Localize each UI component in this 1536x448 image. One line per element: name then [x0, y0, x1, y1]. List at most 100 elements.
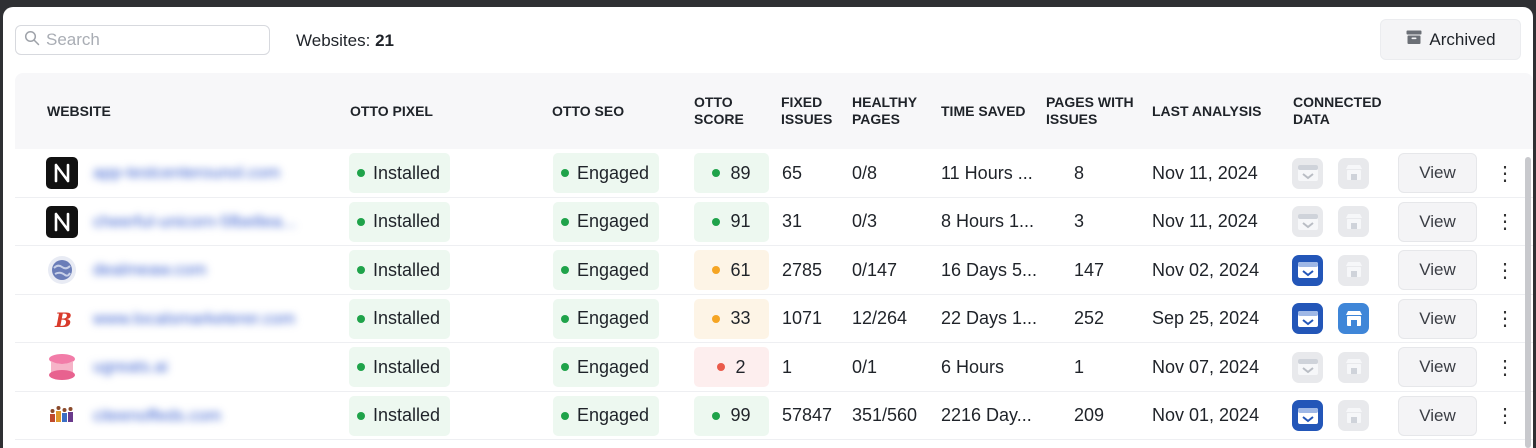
archive-box-icon: [1405, 28, 1423, 51]
time-saved-cell: 6 Hours: [941, 343, 1004, 391]
connected-gbp-cell[interactable]: [1338, 295, 1369, 343]
connected-gsc-cell[interactable]: [1292, 392, 1323, 440]
connected-gbp-cell[interactable]: [1338, 392, 1369, 440]
search-box[interactable]: [15, 25, 270, 55]
otto-score-cell: 91: [694, 198, 769, 246]
site-url-cell[interactable]: ugreats.ai: [93, 343, 168, 391]
archived-label: Archived: [1429, 29, 1496, 49]
more-options-icon[interactable]: ⋮: [1495, 356, 1515, 379]
view-button[interactable]: View: [1398, 250, 1477, 290]
pixel-status-label: Installed: [373, 356, 441, 377]
otto-seo-cell: Engaged: [553, 198, 660, 246]
site-url-link[interactable]: app-testcenterounol.com: [93, 163, 281, 182]
more-options-icon[interactable]: ⋮: [1495, 308, 1515, 330]
fixed-issues-cell: 1071: [782, 295, 822, 343]
site-url-cell[interactable]: cheerful-unicorn-5fbe8ea...: [93, 198, 296, 246]
status-dot-icon: [357, 314, 365, 323]
seo-status-label: Engaged: [577, 308, 650, 328]
col-otto-score[interactable]: OTTO SCORE: [694, 94, 744, 128]
more-options-icon[interactable]: ⋮: [1495, 162, 1515, 185]
healthy-pages-value: 0/3: [852, 211, 878, 231]
search-console-icon[interactable]: [1292, 254, 1323, 286]
fixed-issues-cell: 2785: [782, 246, 822, 294]
last-analysis-cell: Nov 02, 2024: [1152, 246, 1259, 294]
score-dot-icon: [712, 411, 721, 420]
col-last-analysis[interactable]: LAST ANALYSIS: [1152, 103, 1262, 119]
websites-count-value: 21: [375, 31, 394, 50]
site-url-link[interactable]: ugreats.ai: [93, 357, 168, 376]
connected-gsc-cell[interactable]: [1292, 343, 1323, 391]
site-url-cell[interactable]: www.localsmarketerer.com: [93, 295, 295, 343]
view-cell: View: [1398, 246, 1477, 294]
archived-button[interactable]: Archived: [1380, 19, 1521, 60]
table-row[interactable]: dealmeaw.com Installed Engaged 61 2785 0…: [15, 246, 1533, 295]
col-otto-pixel[interactable]: OTTO PIXEL: [350, 103, 433, 119]
search-console-icon[interactable]: [1292, 206, 1323, 237]
view-button[interactable]: View: [1398, 298, 1477, 339]
view-button[interactable]: View: [1398, 395, 1477, 436]
col-healthy-pages-line2: PAGES: [852, 111, 900, 127]
pixel-status-label: Installed: [373, 162, 441, 183]
site-url-link[interactable]: citeenoffeds.com: [93, 405, 222, 425]
seo-status-label: Engaged: [577, 211, 650, 231]
more-options-icon[interactable]: ⋮: [1495, 211, 1515, 233]
site-url-cell[interactable]: citeenoffeds.com: [93, 392, 221, 440]
connected-gsc-cell[interactable]: [1292, 198, 1323, 246]
pixel-status-badge: Installed: [349, 395, 451, 436]
site-url-link[interactable]: www.localsmarketerer.com: [93, 308, 296, 328]
search-input[interactable]: [46, 30, 256, 50]
score-badge: 91: [694, 201, 769, 242]
connected-gsc-cell[interactable]: [1292, 246, 1323, 294]
search-console-icon[interactable]: [1292, 351, 1323, 383]
table-row[interactable]: app-testcenterounol.com Installed Engage…: [15, 149, 1533, 198]
business-profile-icon[interactable]: [1338, 400, 1369, 431]
table-row[interactable]: cheerful-unicorn-5fbe8ea... Installed En…: [15, 198, 1533, 246]
score-value: 99: [730, 405, 751, 425]
business-profile-icon[interactable]: [1338, 206, 1369, 237]
view-button[interactable]: View: [1398, 201, 1477, 242]
col-time-saved[interactable]: TIME SAVED: [941, 103, 1026, 119]
connected-gbp-cell[interactable]: [1338, 343, 1369, 391]
more-options-icon[interactable]: ⋮: [1495, 259, 1515, 282]
business-profile-icon[interactable]: [1338, 157, 1369, 189]
view-button[interactable]: View: [1398, 347, 1477, 387]
col-otto-seo[interactable]: OTTO SEO: [552, 103, 625, 119]
seo-status-badge: Engaged: [553, 250, 660, 290]
search-console-icon[interactable]: [1292, 303, 1323, 334]
seo-status-label: Engaged: [577, 356, 650, 377]
time-saved-cell: 2216 Day...: [941, 392, 1032, 440]
connected-gsc-cell[interactable]: [1292, 295, 1323, 343]
connected-gbp-cell[interactable]: [1338, 246, 1369, 294]
col-pages-with-issues[interactable]: PAGES WITH ISSUES: [1046, 94, 1134, 128]
connected-gbp-cell[interactable]: [1338, 198, 1369, 246]
status-dot-icon: [357, 217, 365, 226]
col-connected-data-line2: DATA: [1293, 111, 1330, 127]
connected-gsc-cell[interactable]: [1292, 149, 1323, 197]
business-profile-icon[interactable]: [1338, 303, 1369, 334]
table-row[interactable]: B www.localsmarketerer.com Installed Eng…: [15, 295, 1533, 343]
business-profile-icon[interactable]: [1338, 351, 1369, 383]
site-url-link[interactable]: dealmeaw.com: [93, 260, 207, 279]
time-saved-value: 8 Hours 1...: [941, 211, 1035, 231]
view-button[interactable]: View: [1398, 153, 1477, 193]
col-healthy-pages[interactable]: HEALTHY PAGES: [852, 94, 917, 128]
col-fixed-issues[interactable]: FIXED ISSUES: [781, 94, 832, 128]
table-row[interactable]: citeenoffeds.com Installed Engaged 99 57…: [15, 392, 1533, 440]
fixed-issues-value: 1: [782, 356, 793, 377]
vertical-scrollbar[interactable]: [1525, 157, 1531, 448]
connected-gbp-cell[interactable]: [1338, 149, 1369, 197]
site-url-link[interactable]: cheerful-unicorn-5fbe8ea...: [93, 211, 297, 231]
fixed-issues-cell: 57847: [782, 392, 832, 440]
search-console-icon[interactable]: [1292, 400, 1323, 431]
search-console-icon[interactable]: [1292, 157, 1323, 189]
site-url-cell[interactable]: app-testcenterounol.com: [93, 149, 280, 197]
site-favicon-cell: B: [46, 295, 78, 343]
site-url-cell[interactable]: dealmeaw.com: [93, 246, 206, 294]
table-row[interactable]: ugreats.ai Installed Engaged 2 1 0/1: [15, 343, 1533, 392]
seo-status-badge: Engaged: [553, 201, 660, 242]
row-menu-cell: ⋮: [1495, 295, 1515, 343]
business-profile-icon[interactable]: [1338, 254, 1369, 286]
more-options-icon[interactable]: ⋮: [1495, 405, 1515, 427]
col-website[interactable]: WEBSITE: [47, 103, 111, 119]
globe-icon: [46, 254, 78, 286]
